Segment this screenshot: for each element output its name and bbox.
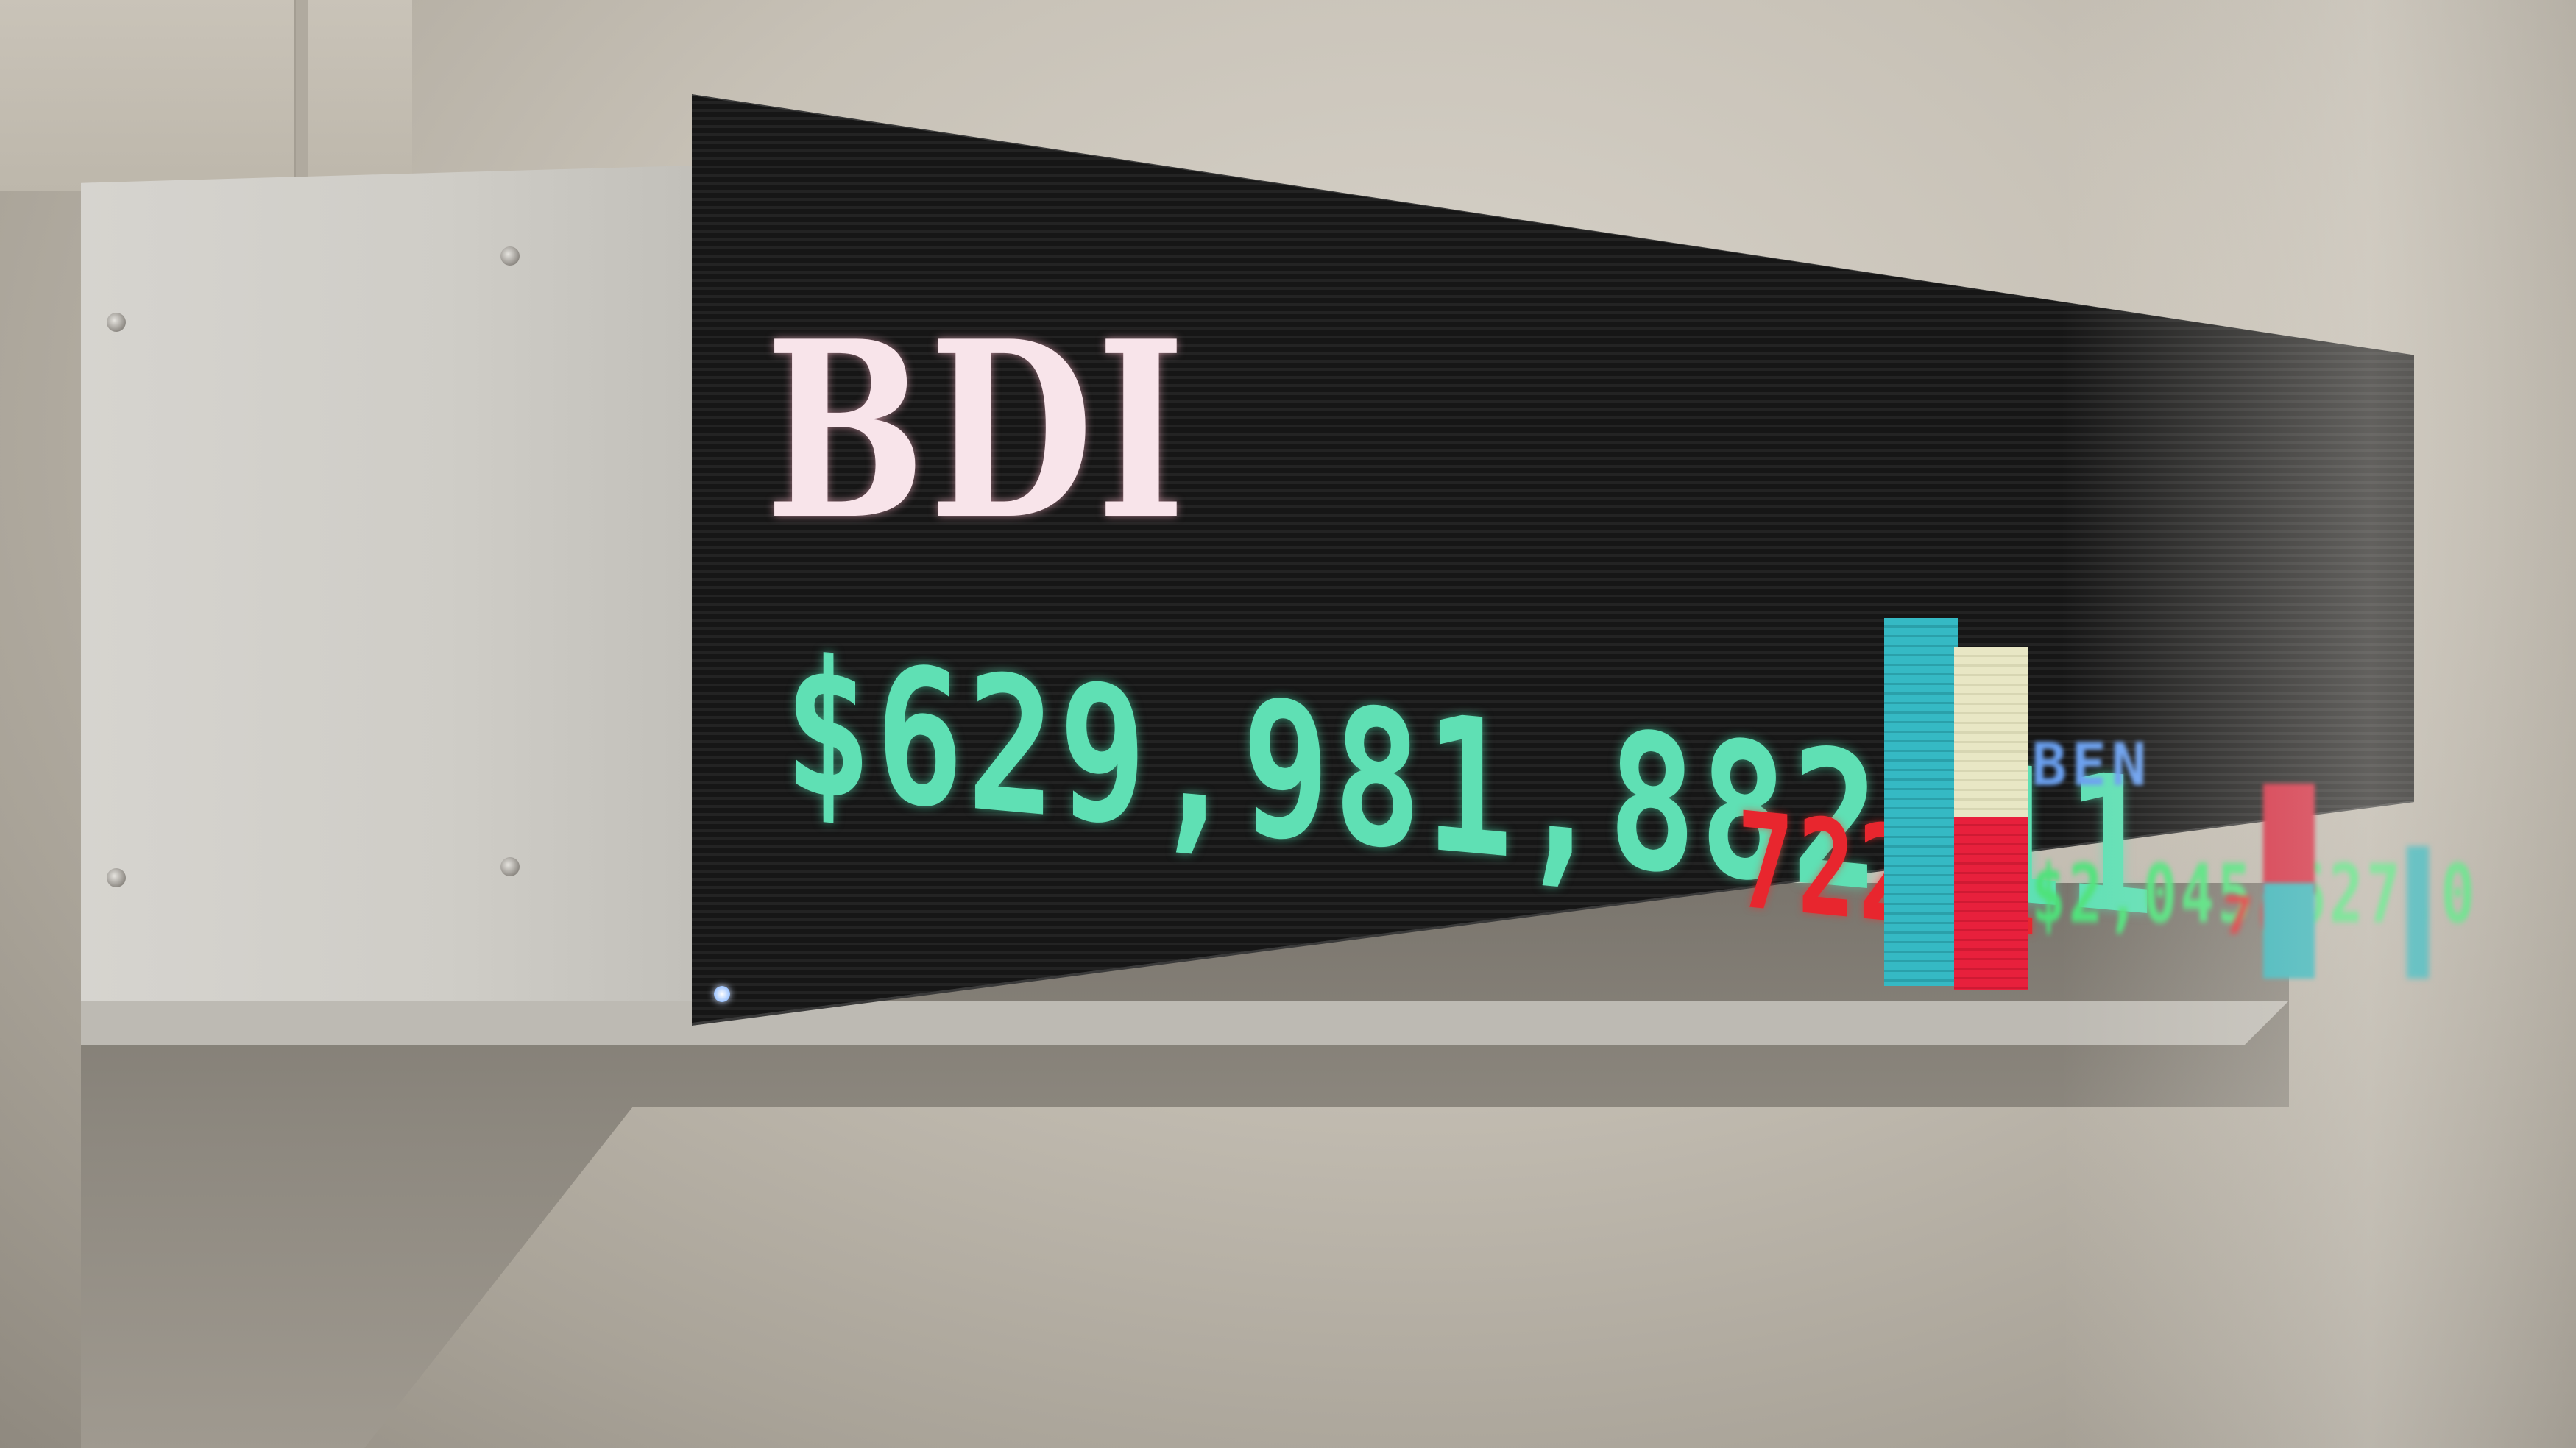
led-color-block-edge [2407, 846, 2429, 979]
screw-icon [107, 868, 126, 887]
next-ticker-symbol: BEN [2031, 731, 2151, 799]
ticker-symbol: BDI [765, 288, 1189, 573]
led-color-block-red-far [2263, 784, 2315, 894]
screw-icon [107, 313, 126, 332]
display-housing-bottom [81, 1001, 2289, 1045]
led-color-block-red [1954, 817, 2028, 990]
screw-icon [500, 246, 520, 266]
status-light-icon [714, 986, 730, 1002]
led-color-block-cyan [1884, 618, 1958, 986]
display-housing-side [81, 166, 692, 1037]
wall-pipe [294, 0, 308, 191]
led-color-block-cream [1954, 647, 2028, 824]
led-color-block-cyan-far [2263, 883, 2315, 979]
next-ticker-price: $2,045,627,0 [2031, 847, 2478, 941]
wall [0, 0, 412, 191]
screw-icon [500, 857, 520, 876]
